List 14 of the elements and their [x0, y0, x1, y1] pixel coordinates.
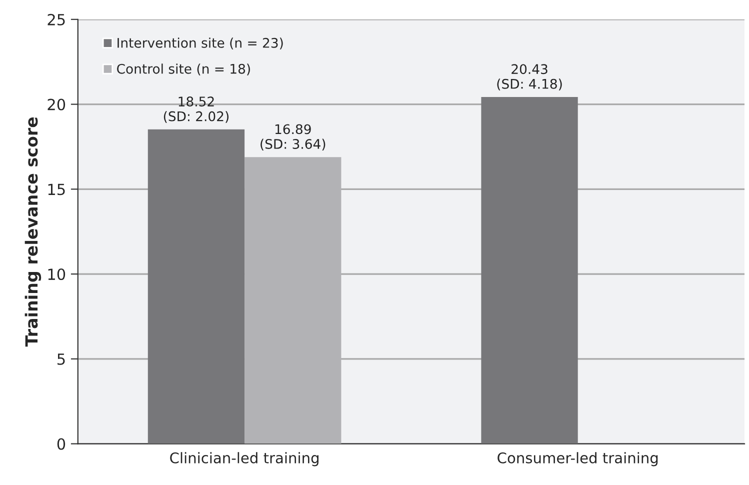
data-label: 18.52 (SD: 2.02) — [164, 96, 229, 123]
legend-label: Control site (n = 18) — [117, 64, 250, 76]
y-tick-label: 0 — [57, 438, 66, 450]
y-tick-label: 10 — [48, 268, 66, 280]
y-tick-label: 15 — [48, 184, 65, 196]
y-tick-label: 5 — [58, 354, 65, 365]
y-axis-title: Training relevance score — [24, 117, 42, 347]
y-tick-label: 20 — [48, 98, 66, 110]
y-tick-label: 25 — [48, 14, 65, 26]
data-label: 20.43 (SD: 4.18) — [497, 64, 562, 90]
legend-label: Intervention site (n = 23) — [118, 38, 283, 50]
x-tick-label: Clinician-led training — [170, 452, 318, 466]
x-tick-label: Consumer-led training — [498, 452, 658, 466]
data-label: 16.89 (SD: 3.64) — [260, 124, 326, 151]
